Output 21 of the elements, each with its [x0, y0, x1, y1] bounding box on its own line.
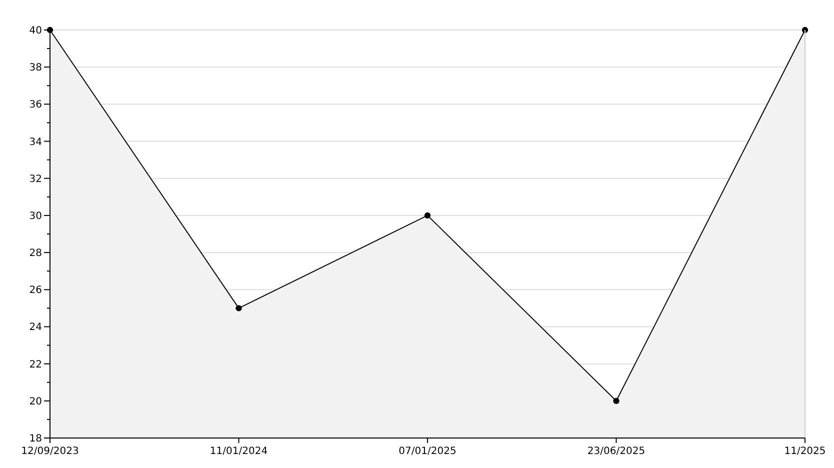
point — [424, 212, 431, 219]
y-tick-label: 26 — [29, 285, 42, 296]
point — [236, 305, 242, 312]
y-tick-label: 24 — [29, 322, 42, 334]
y-tick-label: 28 — [29, 248, 42, 260]
y-tick-label: 36 — [29, 100, 42, 111]
x-tick-label: 11/01/2024 — [210, 446, 268, 457]
y-tick-label: 18 — [29, 434, 42, 444]
y-tick-label: 34 — [29, 136, 42, 148]
y-tick-label: 30 — [29, 210, 42, 222]
y-tick-label: 38 — [29, 62, 42, 74]
point — [613, 398, 620, 404]
y-tick-label: 40 — [29, 26, 42, 36]
x-tick-label: 12/09/2023 — [21, 446, 79, 457]
point — [802, 26, 808, 34]
x-tick-label: 07/01/2025 — [398, 446, 456, 457]
y-tick-label: 32 — [29, 174, 42, 185]
y-tick-label: 20 — [29, 396, 42, 408]
y-tick-label: 22 — [29, 359, 42, 370]
x-tick-label: 11/2025 — [784, 446, 826, 457]
x-tick-label: 23/06/2025 — [587, 446, 646, 457]
